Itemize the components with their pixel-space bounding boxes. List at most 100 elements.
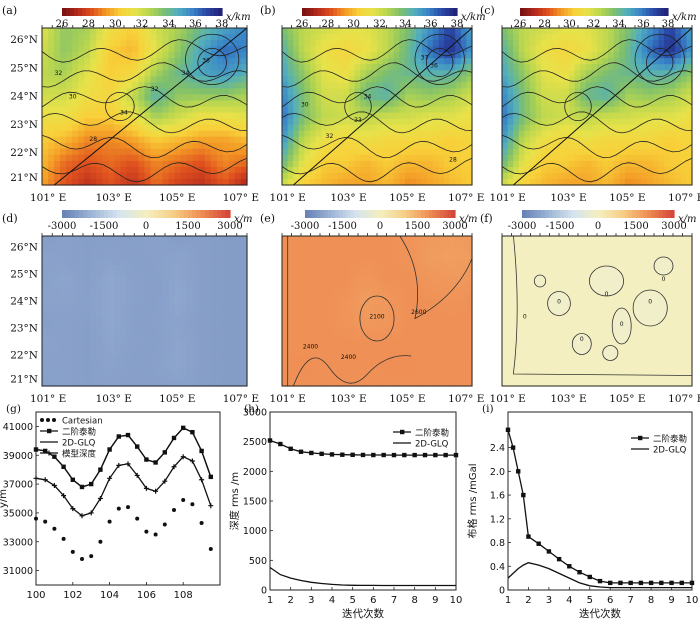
heatmap-cell [664,64,671,71]
heatmap-cell [84,264,91,272]
heatmap-cell [114,241,121,249]
heatmap-cell [332,28,339,35]
heatmap-cell [138,293,146,301]
heatmap-cell [234,112,242,120]
heatmap-cell [198,76,206,83]
heatmap-cell [126,316,134,324]
heatmap-cell [54,130,61,138]
heatmap-cell [309,28,317,35]
heatmap-cell [162,136,170,144]
heatmap-cell [438,40,445,47]
heatmap-cell [507,154,514,162]
heatmap-cell [321,282,328,289]
heatmap-cell [421,178,428,186]
heatmap-cell [460,339,468,347]
heatmap-cell [377,118,384,126]
colorbar-swatch [445,8,450,16]
heatmap-cell [371,334,378,341]
heatmap-cell [388,40,395,47]
heatmap-cell [557,130,565,138]
heatmap-cell [507,241,514,249]
heatmap-cell [399,106,406,114]
heatmap-cell [619,28,626,35]
heatmap-cell [150,282,158,289]
heatmap-cell [569,34,576,41]
heatmap-cell [132,46,140,53]
heatmap-cell [580,34,587,41]
heatmap-cell [72,130,79,138]
heatmap-cell [309,94,317,102]
heatmap-field [282,236,473,387]
heatmap-cell [377,322,384,329]
heatmap-cell [416,241,423,249]
heatmap-cell [410,52,417,59]
heatmap-cell [569,52,576,59]
heatmap-cell [393,322,400,329]
heatmap-cell [180,28,188,35]
heatmap-cell [382,282,389,289]
heatmap-cell [114,172,121,180]
heatmap-cell [192,259,200,266]
colorbar-swatch [217,210,223,218]
heatmap-cell [204,287,212,295]
heatmap-cell [315,253,322,260]
heatmap-cell [298,305,305,312]
heatmap-cell [337,160,345,168]
x-tick-label: 105° E [159,393,195,405]
colorbar-swatch [141,210,147,218]
heatmap-cell [427,345,434,352]
heatmap-cell [42,264,49,272]
heatmap-cell [377,374,384,381]
heatmap-cell [156,241,164,249]
heatmap-cell [388,339,395,347]
heatmap-cell [371,299,378,306]
heatmap-cell [449,154,456,162]
heatmap-cell [574,58,581,65]
heatmap-cell [321,236,328,243]
heatmap-cell [377,270,384,277]
colorbar-swatch [170,8,175,16]
heatmap-cell [321,322,328,329]
heatmap-cell [114,178,121,186]
heatmap-cell [180,154,188,162]
colorbar-swatch [316,210,321,218]
heatmap-cell [282,276,289,283]
heatmap-cell [42,259,49,266]
heatmap-cell [354,76,361,83]
colorbar-swatch [553,8,558,16]
heatmap-cell [168,299,176,306]
colorbar-swatch [586,210,591,218]
heatmap-cell [60,380,67,387]
heatmap-cell [636,46,643,53]
heatmap-cell [365,334,373,341]
heatmap-cell [529,100,537,108]
heatmap-cell [399,76,406,83]
heatmap-cell [78,282,85,289]
contour-label: 28 [449,156,457,163]
heatmap-cell [541,112,548,120]
heatmap-cell [156,351,164,358]
heatmap-cell [42,106,49,114]
heatmap-cell [652,118,660,126]
contour-line [399,235,473,320]
colorbar-swatch [137,210,143,218]
heatmap-cell [337,351,345,358]
heatmap-cell [60,76,67,83]
y-tick-label: 26°N [10,242,38,254]
heatmap-cell [66,339,73,347]
heatmap-cell [315,241,322,249]
heatmap-cell [354,247,361,254]
colorbar-swatch [338,210,344,218]
heatmap-cell [66,351,73,358]
heatmap-cell [162,264,170,272]
heatmap-cell [444,94,451,102]
heatmap-cell [552,34,559,41]
heatmap-cell [114,351,121,358]
heatmap-cell [332,270,339,277]
heatmap-cell [204,28,212,35]
heatmap-cell [168,328,176,335]
heatmap-cell [404,34,412,41]
heatmap-cell [349,112,356,120]
heatmap-cell [78,178,85,186]
heatmap-cell [198,299,206,306]
